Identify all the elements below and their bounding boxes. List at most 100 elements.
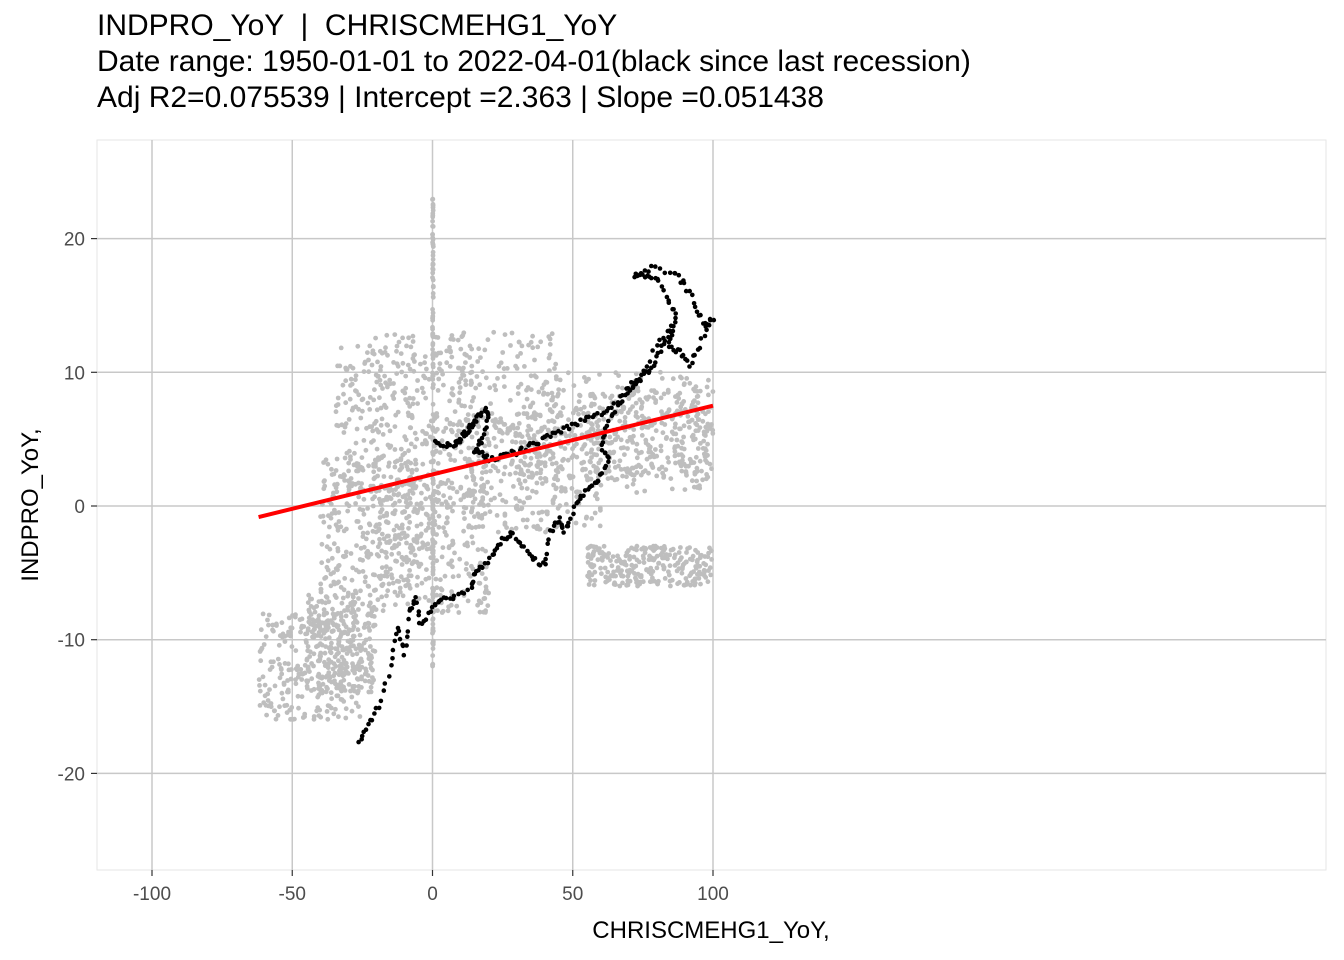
historical-point-768 [331, 570, 336, 575]
historical-point-967 [379, 416, 385, 422]
historical-point-1128 [553, 460, 559, 466]
historical-point-2751 [430, 550, 436, 556]
historical-point-526 [326, 534, 331, 539]
historical-point-1031 [393, 412, 399, 418]
historical-point-2076 [516, 464, 522, 469]
historical-point-448 [333, 663, 339, 669]
historical-point-2719 [430, 628, 436, 634]
historical-point-509 [319, 690, 325, 696]
historical-point-978 [457, 390, 463, 396]
historical-point-878 [406, 448, 411, 454]
historical-point-1240 [469, 434, 475, 440]
historical-point-941 [398, 467, 403, 472]
historical-point-924 [458, 376, 464, 381]
historical-point-1896 [672, 425, 678, 430]
historical-point-1041 [369, 424, 375, 429]
historical-point-1994 [697, 483, 702, 489]
historical-point-776 [348, 551, 354, 556]
historical-point-343 [371, 614, 377, 619]
historical-point-1261 [366, 357, 371, 363]
historical-point-1327 [485, 603, 491, 608]
historical-point-1185 [498, 360, 504, 366]
historical-point-1028 [437, 366, 442, 372]
historical-point-2266 [637, 397, 643, 402]
historical-point-2321 [691, 460, 697, 465]
historical-point-2575 [693, 547, 698, 553]
recent-point-341 [481, 432, 487, 437]
historical-point-1471 [478, 560, 483, 566]
historical-point-2311 [693, 428, 699, 434]
historical-point-2026 [682, 381, 687, 386]
historical-point-1129 [391, 360, 396, 365]
historical-point-2563 [592, 544, 598, 550]
historical-point-1109 [403, 397, 408, 402]
historical-point-1032 [371, 461, 376, 467]
historical-point-2068 [613, 370, 619, 376]
historical-point-731 [346, 468, 351, 474]
recent-point-223 [690, 292, 695, 298]
historical-point-326 [327, 649, 333, 655]
historical-point-1192 [392, 332, 398, 337]
historical-point-200 [339, 697, 345, 703]
historical-point-1839 [566, 417, 571, 423]
historical-point-1223 [553, 402, 559, 407]
plot-panel [96, 139, 1327, 871]
historical-point-161 [331, 628, 336, 634]
historical-point-1479 [465, 598, 471, 604]
historical-point-2759 [430, 261, 436, 267]
y-tick-label-1: -10 [58, 631, 85, 652]
historical-point-875 [383, 497, 389, 502]
historical-point-1081 [522, 454, 528, 460]
historical-point-1077 [502, 332, 508, 337]
historical-point-1169 [549, 331, 555, 337]
historical-point-910 [370, 428, 376, 434]
historical-point-175 [331, 711, 337, 717]
historical-point-2734 [430, 218, 435, 224]
historical-point-226 [273, 716, 279, 722]
historical-point-1447 [401, 557, 407, 562]
historical-point-2071 [538, 475, 543, 481]
historical-point-2213 [645, 425, 651, 430]
recent-point-278 [618, 394, 623, 399]
historical-point-2275 [710, 431, 716, 436]
recent-point-106 [550, 528, 556, 534]
recent-point-306 [540, 435, 545, 441]
historical-point-1796 [597, 505, 603, 511]
historical-point-1441 [384, 554, 389, 560]
historical-point-1781 [531, 433, 537, 438]
historical-point-444 [309, 596, 314, 602]
historical-point-716 [388, 474, 394, 480]
historical-point-2209 [588, 392, 593, 397]
recent-point-146 [600, 440, 606, 445]
historical-point-2338 [643, 440, 649, 446]
historical-point-1671 [525, 495, 530, 501]
historical-point-799 [355, 343, 361, 349]
historical-point-2318 [625, 438, 630, 444]
historical-point-2496 [660, 563, 666, 568]
historical-point-1246 [386, 463, 391, 469]
historical-point-42 [350, 652, 355, 658]
historical-point-574 [370, 572, 376, 577]
historical-point-145 [260, 611, 266, 617]
historical-point-2064 [559, 466, 565, 472]
historical-point-1019 [394, 371, 400, 376]
recent-point-228 [698, 312, 703, 318]
historical-point-749 [343, 553, 349, 559]
historical-point-1528 [395, 492, 401, 498]
historical-point-252 [263, 702, 269, 708]
historical-point-1915 [524, 396, 530, 402]
historical-point-130 [335, 693, 341, 699]
historical-point-1426 [444, 515, 450, 521]
historical-point-1279 [409, 414, 415, 419]
historical-point-1437 [416, 596, 422, 601]
recent-point-7 [369, 717, 375, 723]
historical-point-1196 [382, 402, 387, 408]
historical-point-1176 [444, 348, 450, 354]
recent-point-245 [687, 364, 692, 369]
recent-point-265 [655, 343, 660, 348]
historical-point-484 [350, 685, 356, 690]
historical-point-1957 [598, 482, 604, 488]
historical-point-1854 [553, 468, 559, 473]
historical-point-2007 [562, 446, 568, 451]
historical-point-518 [335, 623, 341, 629]
